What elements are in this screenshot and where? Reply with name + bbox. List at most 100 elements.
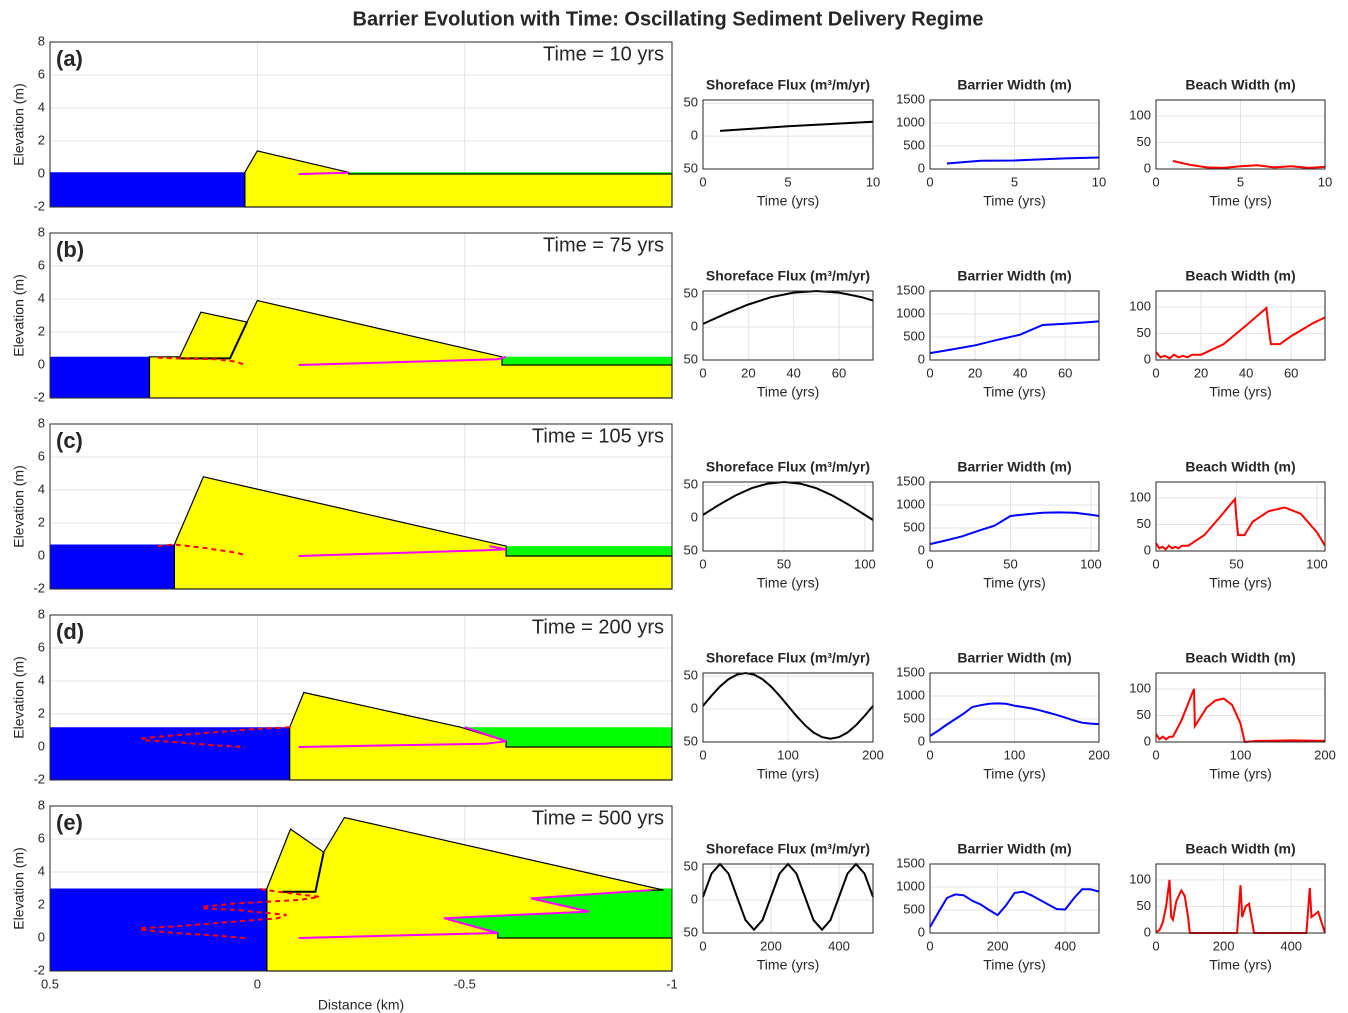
x-tick-label: 100 bbox=[1080, 556, 1102, 571]
y-tick-label: 2 bbox=[38, 896, 45, 911]
subplot-title: Barrier Width (m) bbox=[957, 841, 1071, 857]
y-tick-label: 0 bbox=[1144, 924, 1151, 939]
y-tick-label: 0 bbox=[918, 733, 925, 748]
y-tick-label: 50 bbox=[684, 542, 698, 557]
y-tick-label: -2 bbox=[33, 962, 45, 977]
x-tick-label: 100 bbox=[1004, 747, 1026, 762]
series-line bbox=[702, 671, 874, 740]
y-tick-label: 50 bbox=[1137, 898, 1151, 913]
y-tick-label: 50 bbox=[1137, 325, 1151, 340]
x-tick-label: 0 bbox=[1152, 365, 1159, 380]
panel-label: (e) bbox=[56, 810, 83, 835]
region bbox=[50, 356, 150, 398]
plot-area bbox=[703, 291, 873, 360]
region bbox=[50, 172, 245, 207]
y-axis-label: Elevation (m) bbox=[11, 847, 27, 929]
axes-box bbox=[49, 423, 673, 590]
y-axis-label: Elevation (m) bbox=[11, 656, 27, 738]
y-tick-label: 6 bbox=[38, 639, 45, 654]
y-tick-label: 50 bbox=[684, 351, 698, 366]
y-tick-label: 0 bbox=[38, 356, 45, 371]
y-tick-label: 50 bbox=[684, 924, 698, 939]
profile-line bbox=[298, 545, 507, 557]
y-tick-label: -2 bbox=[33, 389, 45, 404]
y-tick-label: 1000 bbox=[896, 878, 925, 893]
y-tick-label: 0 bbox=[691, 319, 698, 334]
region bbox=[50, 544, 175, 589]
panel-label: (b) bbox=[56, 237, 84, 262]
y-tick-label: 0 bbox=[38, 165, 45, 180]
x-tick-label: 0 bbox=[254, 976, 261, 991]
axes-box bbox=[929, 290, 1100, 361]
x-tick-label: 100 bbox=[777, 747, 799, 762]
x-tick-label: 200 bbox=[1213, 938, 1235, 953]
y-tick-label: 1500 bbox=[896, 473, 925, 488]
subplot-title: Barrier Width (m) bbox=[957, 268, 1071, 284]
x-tick-label: 20 bbox=[968, 365, 982, 380]
series-line bbox=[1172, 160, 1326, 169]
subplot-title: Barrier Width (m) bbox=[957, 650, 1071, 666]
x-tick-label: 200 bbox=[987, 938, 1009, 953]
y-tick-label: 0 bbox=[691, 892, 698, 907]
x-tick-label: 0 bbox=[699, 174, 706, 189]
y-tick-label: -2 bbox=[33, 580, 45, 595]
y-tick-label: 0 bbox=[918, 542, 925, 557]
y-tick-label: 1000 bbox=[896, 687, 925, 702]
region bbox=[506, 546, 672, 556]
subplot-title: Beach Width (m) bbox=[1185, 268, 1295, 284]
y-tick-label: 2 bbox=[38, 705, 45, 720]
x-tick-label: 0 bbox=[926, 938, 933, 953]
series-line bbox=[929, 511, 1100, 546]
y-tick-label: 0 bbox=[918, 160, 925, 175]
x-axis-label: Time (yrs) bbox=[1209, 384, 1271, 400]
y-tick-label: 50 bbox=[1137, 516, 1151, 531]
y-tick-label: 500 bbox=[903, 328, 925, 343]
y-tick-label: 4 bbox=[38, 99, 45, 114]
subplot-title: Barrier Width (m) bbox=[957, 77, 1071, 93]
x-tick-label: 100 bbox=[1306, 556, 1328, 571]
axes-box bbox=[1155, 672, 1326, 743]
x-tick-label: 0 bbox=[699, 365, 706, 380]
subplot-title: Beach Width (m) bbox=[1185, 459, 1295, 475]
y-tick-label: 100 bbox=[1129, 107, 1151, 122]
dashed-profile bbox=[203, 887, 320, 908]
y-tick-label: 4 bbox=[38, 290, 45, 305]
x-tick-label: 200 bbox=[862, 747, 884, 762]
y-tick-label: 1500 bbox=[896, 282, 925, 297]
plot-area bbox=[703, 482, 873, 551]
x-tick-label: 200 bbox=[1314, 747, 1336, 762]
series-line bbox=[929, 888, 1100, 928]
region bbox=[50, 727, 290, 780]
y-tick-label: 0 bbox=[918, 351, 925, 366]
y-tick-label: 0 bbox=[691, 128, 698, 143]
axes-box bbox=[702, 863, 874, 934]
x-tick-label: 200 bbox=[1088, 747, 1110, 762]
x-tick-label: 400 bbox=[1280, 938, 1302, 953]
profile-line bbox=[282, 851, 325, 893]
y-tick-label: 50 bbox=[1137, 134, 1151, 149]
y-tick-label: 4 bbox=[38, 672, 45, 687]
y-tick-label: 6 bbox=[38, 448, 45, 463]
axes-box bbox=[49, 805, 673, 972]
subplot-title: Beach Width (m) bbox=[1185, 77, 1295, 93]
x-tick-label: 0 bbox=[926, 556, 933, 571]
x-axis-label: Time (yrs) bbox=[757, 957, 819, 973]
subplot-title: Beach Width (m) bbox=[1185, 841, 1295, 857]
y-tick-label: 50 bbox=[684, 477, 698, 492]
x-tick-label: 0 bbox=[926, 174, 933, 189]
x-tick-label: 0.5 bbox=[41, 976, 59, 991]
x-tick-label: 0 bbox=[699, 747, 706, 762]
series-line bbox=[946, 156, 1100, 165]
figure-title: Barrier Evolution with Time: Oscillating… bbox=[353, 8, 984, 30]
x-tick-label: 0 bbox=[699, 938, 706, 953]
y-tick-label: -2 bbox=[33, 771, 45, 786]
axes-box bbox=[49, 41, 673, 208]
y-axis-label: Elevation (m) bbox=[11, 465, 27, 547]
region bbox=[50, 888, 267, 971]
axes-box bbox=[1155, 290, 1326, 361]
subplot-title: Barrier Width (m) bbox=[957, 459, 1071, 475]
subplot-title: Shoreface Flux (m³/m/yr) bbox=[706, 650, 870, 666]
y-tick-label: 0 bbox=[691, 701, 698, 716]
axes-box bbox=[929, 863, 1100, 934]
